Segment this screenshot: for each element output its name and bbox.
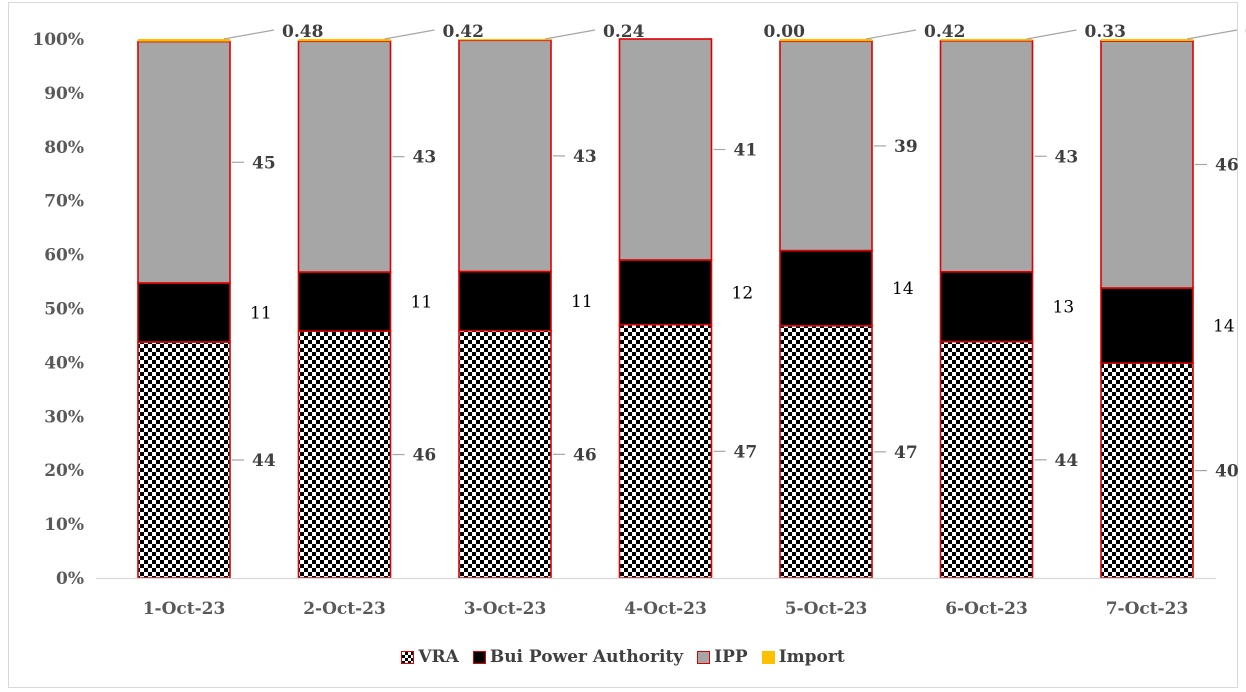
data-label-import: 0.33 — [1085, 22, 1126, 42]
y-axis: 0% 10% 20% 30% 40% 50% 60% 70% 80% 90% 100% — [32, 30, 84, 589]
y-tick-label: 0% — [56, 569, 84, 589]
bar-segment-import — [138, 39, 230, 42]
data-label-bui: 11 — [411, 293, 433, 313]
x-tick-label: 5-Oct-23 — [785, 599, 868, 619]
data-label-import: 0.42 — [443, 22, 484, 42]
data-label-bui: 11 — [250, 303, 272, 323]
legend-item-ipp: IPP — [697, 647, 748, 667]
data-label-vra: 46 — [573, 445, 597, 465]
bar-segment-bui — [939, 270, 1034, 343]
data-labels: 44 11 45 0.48 46 11 43 0.42 46 11 43 0.24 47 12 41 0.00… — [250, 22, 1246, 482]
x-tick-label: 6-Oct-23 — [945, 599, 1028, 619]
data-label-vra: 40 — [1215, 462, 1239, 482]
legend: VRA Bui Power Authority IPP Import — [0, 647, 1246, 667]
legend-label-bui: Bui Power Authority — [489, 647, 684, 667]
bar-segment-bui — [458, 270, 552, 332]
y-tick-label: 60% — [44, 246, 84, 266]
x-tick-label: 1-Oct-23 — [143, 599, 226, 619]
data-label-ipp: 43 — [413, 148, 437, 168]
bar-segment-vra — [1100, 362, 1194, 579]
leader-lines — [223, 29, 1238, 472]
bui-swatch — [472, 650, 486, 664]
x-axis: 1-Oct-23 2-Oct-23 3-Oct-23 4-Oct-23 5-Oct-23… — [96, 577, 1216, 619]
y-tick-label: 20% — [44, 461, 84, 481]
leader-line-import — [544, 29, 596, 40]
bar-segment-bui — [297, 271, 392, 332]
legend-label-vra: VRA — [418, 647, 459, 667]
y-tick-label: 40% — [44, 353, 84, 373]
ipp-swatch — [697, 650, 711, 664]
data-label-bui: 14 — [892, 279, 914, 299]
data-label-bui: 14 — [1213, 317, 1235, 337]
bar-segment-bui — [779, 249, 873, 327]
data-label-ipp: 43 — [1055, 147, 1079, 167]
bar-segment-vra — [779, 324, 873, 579]
data-label-import: 0.00 — [764, 22, 806, 42]
bar-segment-vra — [458, 329, 552, 579]
legend-label-ipp: IPP — [714, 647, 748, 667]
bar-segment-vra — [137, 341, 231, 579]
bar-segment-import — [459, 39, 551, 41]
legend-label-import: Import — [778, 647, 845, 667]
bar-segment-import — [940, 39, 1033, 41]
x-tick-label: 7-Oct-23 — [1106, 599, 1189, 619]
bars — [137, 38, 1194, 579]
data-label-vra: 44 — [1055, 451, 1079, 471]
legend-item-vra: VRA — [401, 647, 459, 667]
bar-segment-import — [298, 39, 391, 42]
data-label-vra: 47 — [734, 442, 758, 462]
leader-line-import — [384, 29, 435, 40]
data-label-ipp: 41 — [734, 140, 758, 160]
x-tick-label: 3-Oct-23 — [464, 599, 547, 619]
bar-segment-ipp — [1100, 40, 1194, 289]
y-tick-label: 100% — [32, 30, 84, 50]
data-label-import: 0.42 — [924, 22, 965, 42]
bar-segment-vra — [618, 323, 713, 579]
legend-item-import: Import — [761, 647, 845, 667]
data-label-import: 0.48 — [282, 22, 323, 42]
bar-segment-ipp — [618, 38, 713, 261]
y-tick-label: 90% — [44, 84, 84, 104]
legend-item-bui: Bui Power Authority — [472, 647, 684, 667]
data-label-ipp: 46 — [1215, 155, 1239, 175]
vra-swatch — [401, 650, 415, 664]
bar-segment-ipp — [137, 40, 231, 284]
y-tick-label: 80% — [44, 138, 84, 158]
leader-line-import — [1186, 29, 1238, 40]
bar-segment-bui — [618, 259, 713, 326]
leader-line-import — [865, 29, 917, 40]
bar-segment-bui — [1100, 287, 1194, 364]
x-tick-label: 4-Oct-23 — [624, 599, 707, 619]
bar-segment-ipp — [939, 39, 1034, 273]
data-label-bui: 13 — [1053, 298, 1075, 318]
x-tick-label: 2-Oct-23 — [303, 599, 386, 619]
bar-segment-ipp — [297, 40, 392, 273]
data-label-bui: 12 — [732, 283, 754, 303]
data-label-bui: 11 — [571, 292, 593, 312]
data-label-import: 0.24 — [603, 22, 645, 42]
import-swatch — [761, 650, 775, 664]
leader-line-import — [223, 29, 275, 40]
bar-segment-vra — [297, 330, 392, 579]
data-label-vra: 46 — [413, 446, 437, 466]
data-label-ipp: 43 — [573, 147, 597, 167]
bar-segment-ipp — [779, 40, 873, 252]
data-label-ipp: 39 — [894, 137, 918, 157]
chart-frame — [8, 2, 1238, 688]
y-tick-label: 10% — [44, 515, 84, 535]
bar-segment-bui — [137, 282, 231, 343]
bar-segment-import — [780, 39, 872, 42]
leader-line-import — [1026, 29, 1077, 40]
bar-segment-vra — [939, 340, 1034, 579]
data-label-ipp: 45 — [252, 153, 276, 173]
bar-segment-ipp — [458, 39, 552, 273]
y-tick-label: 70% — [44, 192, 84, 212]
data-label-vra: 44 — [252, 451, 276, 471]
y-tick-label: 50% — [44, 300, 84, 320]
y-tick-label: 30% — [44, 407, 84, 427]
data-label-vra: 47 — [894, 443, 918, 463]
bar-segment-import — [1101, 39, 1193, 41]
